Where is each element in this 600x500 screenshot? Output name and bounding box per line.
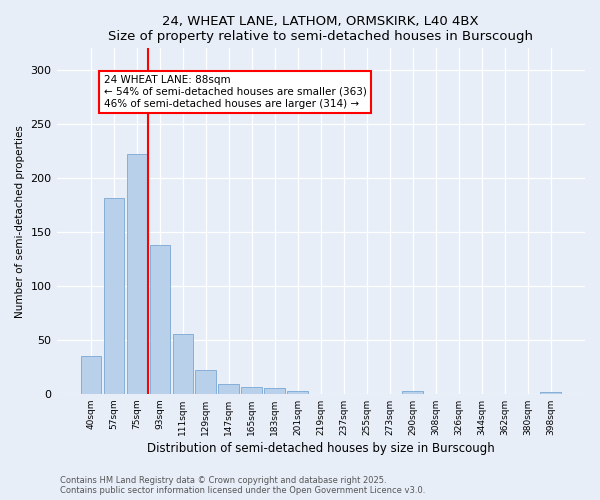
Bar	[287, 390, 308, 394]
Bar	[173, 334, 193, 394]
Title: 24, WHEAT LANE, LATHOM, ORMSKIRK, L40 4BX
Size of property relative to semi-deta: 24, WHEAT LANE, LATHOM, ORMSKIRK, L40 4B…	[108, 15, 533, 43]
Text: Contains HM Land Registry data © Crown copyright and database right 2025.
Contai: Contains HM Land Registry data © Crown c…	[60, 476, 425, 495]
Bar	[127, 154, 147, 394]
Bar	[540, 392, 561, 394]
Bar	[196, 370, 216, 394]
Text: 24 WHEAT LANE: 88sqm
← 54% of semi-detached houses are smaller (363)
46% of semi: 24 WHEAT LANE: 88sqm ← 54% of semi-detac…	[104, 76, 367, 108]
Bar	[80, 356, 101, 394]
Bar	[149, 245, 170, 394]
Bar	[218, 384, 239, 394]
X-axis label: Distribution of semi-detached houses by size in Burscough: Distribution of semi-detached houses by …	[147, 442, 494, 455]
Y-axis label: Number of semi-detached properties: Number of semi-detached properties	[15, 124, 25, 318]
Bar	[403, 390, 423, 394]
Bar	[104, 198, 124, 394]
Bar	[241, 388, 262, 394]
Bar	[265, 388, 285, 394]
